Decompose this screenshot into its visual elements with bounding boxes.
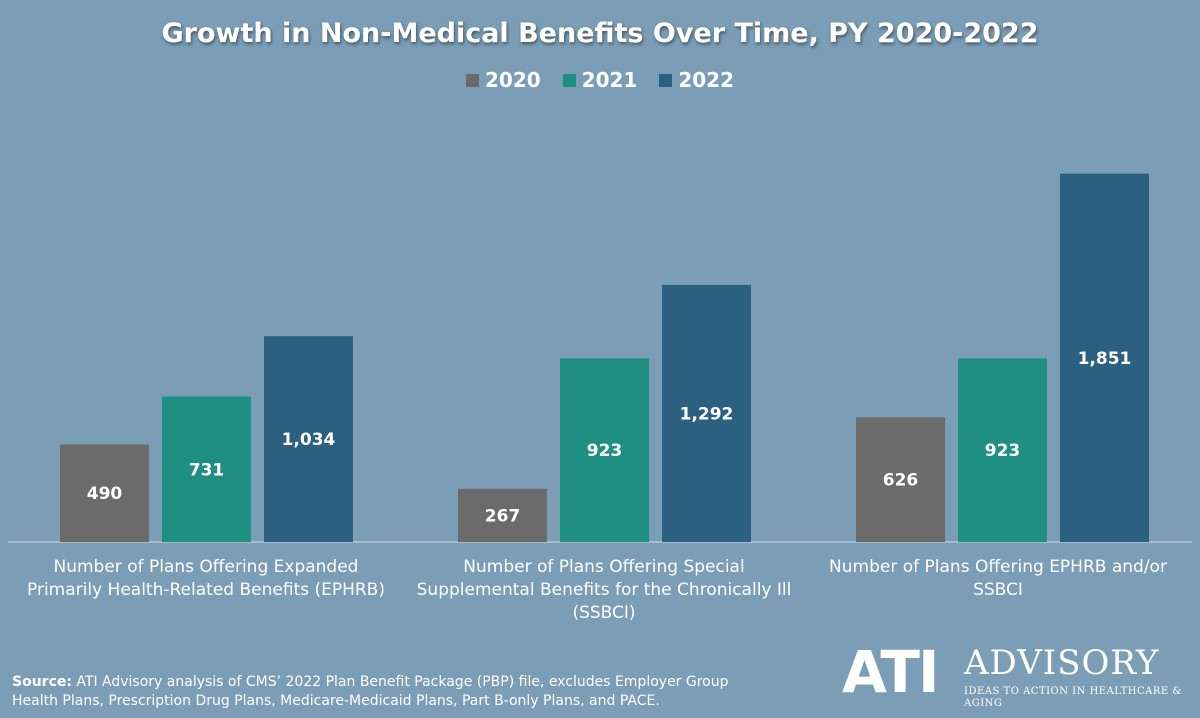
legend: 2020 2021 2022 — [0, 68, 1200, 92]
logo-mark: ATI — [842, 638, 940, 706]
bar-label-ssbci-2020: 267 — [485, 506, 521, 526]
bar-ephrb-ssbci-2022 — [1060, 173, 1149, 542]
legend-swatch-2022 — [659, 73, 673, 87]
bar-ssbci-2022 — [662, 284, 751, 542]
source-note: Source: ATI Advisory analysis of CMS’ 20… — [12, 673, 772, 711]
bar-ephrb-2020 — [60, 444, 149, 542]
bar-ephrb-2021 — [162, 396, 251, 542]
legend-item-2022: 2022 — [659, 68, 734, 92]
bar-label-ephrb-2022: 1,034 — [282, 430, 336, 450]
bar-label-ephrb-2020: 490 — [87, 484, 123, 504]
ati-advisory-logo: ATI ADVISORY IDEAS TO ACTION IN HEALTHCA… — [842, 638, 1190, 709]
bar-ephrb-ssbci-2020 — [856, 417, 945, 542]
logo-wordmark: ADVISORY — [964, 643, 1160, 683]
legend-label-2021: 2021 — [581, 68, 638, 92]
chart-title: Growth in Non-Medical Benefits Over Time… — [161, 18, 1039, 49]
bar-label-ssbci-2022: 1,292 — [680, 404, 734, 424]
legend-swatch-2020 — [465, 73, 479, 87]
bar-ssbci-2020 — [458, 488, 547, 542]
logo-tagline: IDEAS TO ACTION IN HEALTHCARE & AGING — [964, 686, 1182, 709]
legend-item-2020: 2020 — [465, 68, 541, 92]
category-label-ssbci: Number of Plans Offering Special Supplem… — [416, 557, 792, 623]
bar-label-ephrb-ssbci-2022: 1,851 — [1078, 349, 1132, 369]
bar-ssbci-2021 — [560, 358, 649, 542]
bars-group: 490 731 1,034 267 923 1,292 626 923 1,851 — [60, 173, 1149, 542]
bar-label-ephrb-2021: 731 — [189, 460, 225, 480]
category-label-ephrb-ssbci: Number of Plans Offering EPHRB and/or SS… — [829, 557, 1167, 600]
legend-label-2020: 2020 — [484, 68, 541, 92]
source-text: ATI Advisory analysis of CMS’ 2022 Plan … — [12, 674, 729, 709]
legend-item-2021: 2021 — [562, 68, 638, 92]
bar-ephrb-ssbci-2021 — [958, 358, 1047, 542]
source-label: Source: — [12, 674, 72, 690]
bar-ephrb-2022 — [264, 336, 353, 542]
category-label-ephrb: Number of Plans Offering Expanded Primar… — [27, 557, 385, 600]
legend-label-2022: 2022 — [678, 68, 734, 92]
legend-swatch-2021 — [562, 73, 576, 87]
bar-label-ssbci-2021: 923 — [587, 441, 623, 461]
bar-label-ephrb-ssbci-2020: 626 — [883, 471, 919, 491]
bar-label-ephrb-ssbci-2021: 923 — [985, 441, 1021, 461]
